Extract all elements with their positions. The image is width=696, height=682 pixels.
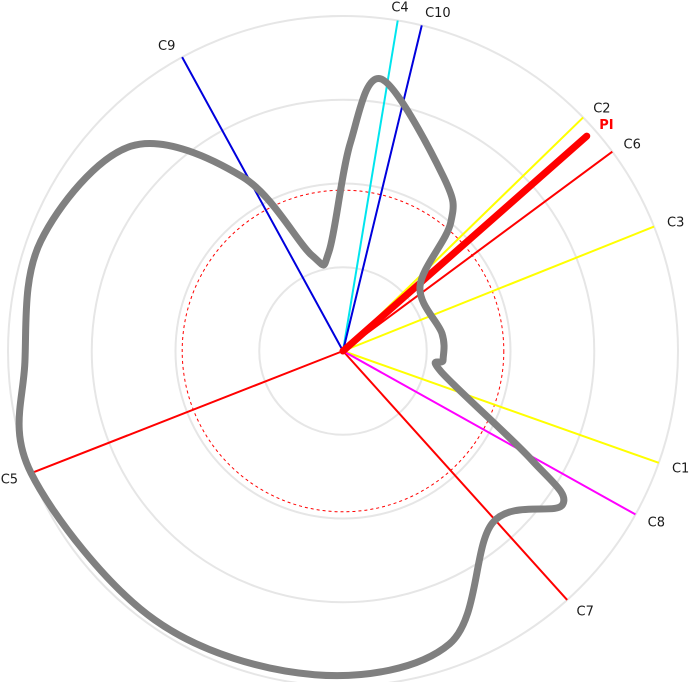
spoke-c10: [342, 25, 423, 352]
spoke-c1: [342, 350, 660, 464]
spoke-c9: [181, 56, 344, 352]
spoke-label-c6: C6: [624, 137, 641, 152]
grid-ring-3: [90, 98, 596, 604]
spoke-label-c9: C9: [158, 39, 175, 54]
spoke-c7: [342, 350, 568, 601]
pi-vector: [339, 132, 591, 355]
spoke-label-c8: C8: [648, 515, 665, 530]
spoke-c5: [30, 350, 344, 475]
spoke-c8: [342, 350, 636, 516]
envelope-curve: [15, 75, 568, 680]
spoke-c6: [342, 150, 613, 352]
spoke-c4: [342, 20, 399, 352]
grid-ring-1: [258, 266, 428, 436]
spoke-label-c1: C1: [672, 461, 689, 476]
spoke-label-c2: C2: [593, 102, 610, 117]
spoke-label-c7: C7: [577, 604, 594, 619]
pi-label: PI: [599, 118, 613, 133]
spoke-label-c3: C3: [667, 215, 684, 230]
spoke-label-c10: C10: [425, 6, 451, 21]
spoke-label-c5: C5: [1, 472, 18, 487]
spoke-label-c4: C4: [391, 1, 408, 16]
grid-ring-4: [7, 15, 679, 682]
spoke-c3: [342, 225, 655, 352]
